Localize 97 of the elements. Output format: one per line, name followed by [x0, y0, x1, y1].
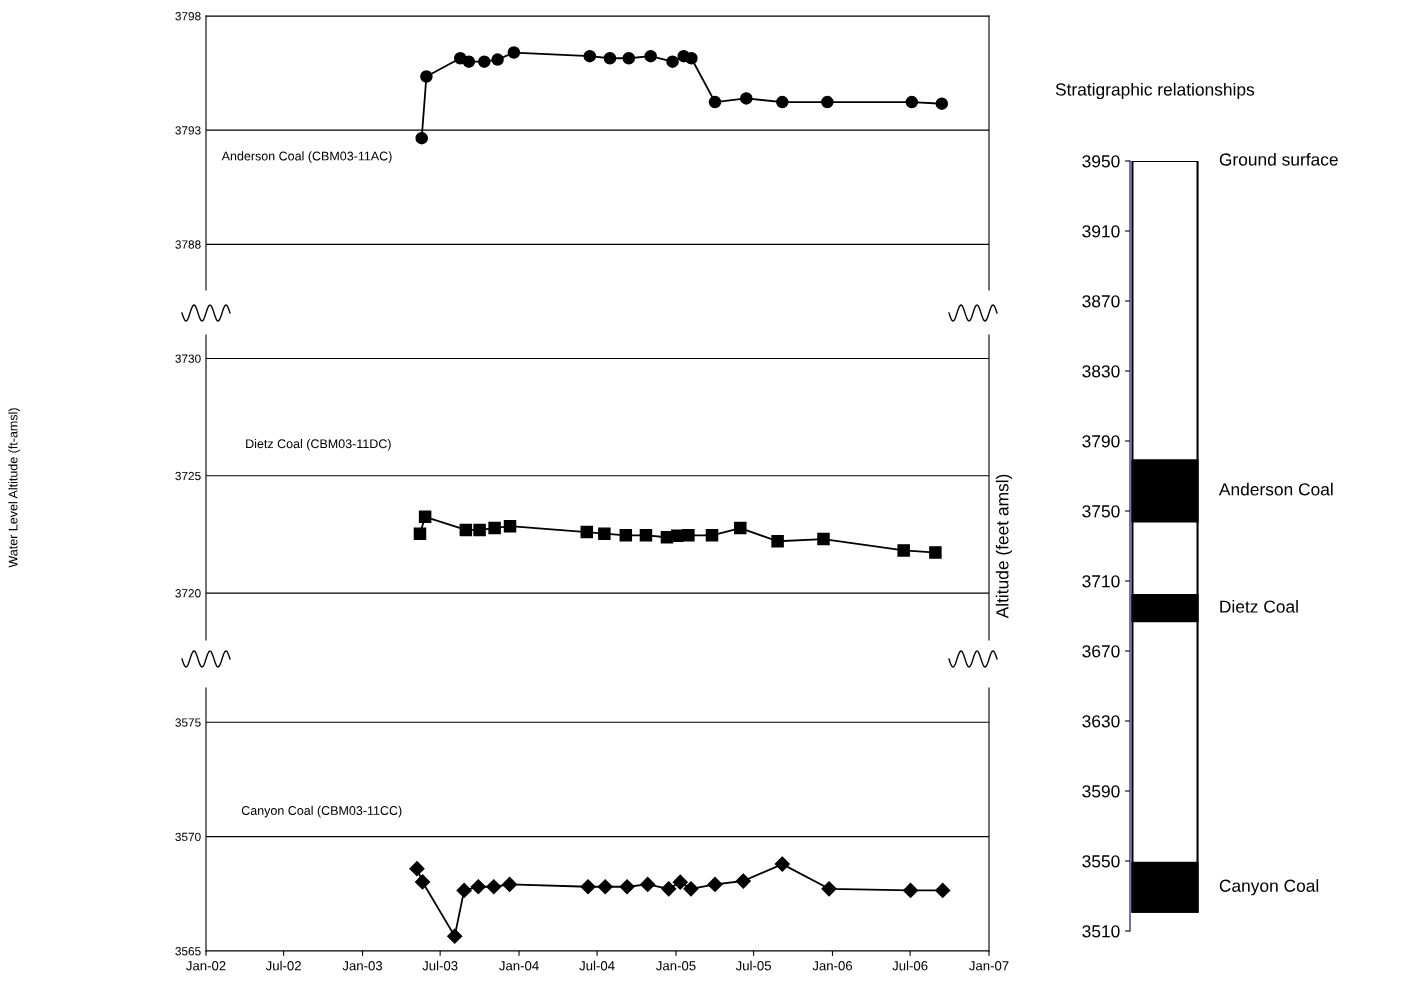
x-tick-label: Jul-04	[579, 960, 615, 971]
x-tick-label: Jul-02	[265, 960, 301, 971]
y-tick-label: 3670	[1082, 645, 1120, 658]
point	[683, 881, 699, 897]
y-tick-label: 3798	[175, 12, 201, 21]
y-tick-label: 3575	[175, 718, 201, 727]
point	[644, 49, 657, 63]
annotation: Canyon Coal (CBM03-11CC)	[241, 805, 402, 818]
point	[597, 879, 613, 895]
point	[491, 53, 504, 66]
y-tick-label: 3720	[175, 589, 201, 598]
point	[734, 521, 747, 535]
point	[705, 529, 719, 542]
y-tick-label: 3570	[175, 832, 201, 842]
point	[672, 874, 688, 890]
point	[470, 879, 486, 895]
point	[488, 521, 501, 535]
point	[821, 881, 837, 897]
y-tick-label: 3788	[175, 240, 201, 249]
point	[740, 92, 753, 105]
point	[929, 546, 942, 559]
y-tick-label: 3790	[1082, 435, 1120, 448]
point	[580, 879, 596, 895]
x-tick-label: Jan-05	[656, 961, 696, 971]
point	[817, 532, 830, 546]
point	[661, 881, 677, 897]
point	[619, 529, 633, 542]
y-tick-label: 3710	[1082, 575, 1120, 588]
point	[478, 55, 491, 68]
annotation: Ground surface	[1219, 152, 1338, 166]
point	[580, 525, 594, 539]
point	[666, 55, 679, 68]
point	[935, 97, 949, 110]
point	[415, 131, 428, 145]
point	[486, 879, 502, 895]
point	[503, 519, 517, 533]
x-tick-label: Jul-03	[422, 960, 458, 971]
point	[447, 928, 463, 944]
point	[459, 523, 473, 537]
y-axis-title: Water Level Altitude (ft-amsl)	[8, 408, 20, 568]
point	[583, 49, 597, 63]
x-tick-label: Jan-07	[969, 961, 1009, 971]
point	[897, 544, 910, 557]
y-tick-label: 3730	[175, 354, 201, 363]
point	[640, 876, 656, 893]
point	[413, 527, 427, 540]
point	[507, 46, 521, 59]
y-tick-label: 3830	[1082, 365, 1120, 378]
point	[603, 51, 617, 65]
point	[707, 876, 723, 893]
y-tick-label: 3725	[175, 471, 201, 481]
point	[776, 95, 789, 109]
y-tick-label: 3590	[1082, 785, 1120, 798]
y-tick-label: 3630	[1082, 715, 1120, 728]
y-tick-label: 3510	[1082, 925, 1120, 938]
point	[935, 882, 951, 898]
point	[771, 534, 784, 548]
y-axis-title: Altitude (feet amsl)	[995, 474, 1012, 619]
y-tick-label: 3950	[1082, 155, 1120, 168]
point	[902, 882, 919, 898]
point	[473, 523, 486, 537]
chart-title: Stratigraphic relationships	[1055, 82, 1255, 100]
annotation: Anderson Coal (CBM03-11AC)	[221, 151, 392, 163]
point	[682, 529, 695, 542]
x-tick-label: Jan-04	[499, 961, 539, 971]
y-tick-label: 3565	[175, 947, 201, 956]
point	[414, 874, 431, 890]
x-tick-label: Jul-05	[735, 960, 771, 971]
point	[774, 856, 790, 872]
point	[420, 70, 433, 83]
annotation: Dietz Coal (CBM03-11DC)	[246, 438, 391, 451]
point	[622, 51, 636, 65]
y-tick-label: 3750	[1082, 505, 1120, 518]
point	[462, 55, 476, 68]
y-tick-label: 3550	[1082, 855, 1120, 868]
series-label: Dietz Coal	[1220, 600, 1298, 613]
point	[735, 873, 751, 889]
series-label: Canyon Coal	[1219, 879, 1319, 896]
point	[821, 95, 834, 109]
x-tick-label: Jan-02	[186, 961, 226, 971]
point	[598, 527, 611, 540]
x-tick-label: Jul-06	[892, 960, 928, 971]
x-tick-label: Jan-06	[812, 961, 853, 971]
point	[708, 95, 722, 109]
x-tick-label: Jan-03	[342, 961, 383, 971]
y-tick-label: 3793	[175, 126, 201, 135]
point	[905, 95, 919, 109]
point	[685, 51, 698, 65]
point	[409, 861, 425, 877]
point	[639, 529, 653, 542]
series-label: Anderson Coal	[1218, 482, 1333, 496]
point	[418, 510, 432, 524]
y-tick-label: 3870	[1082, 295, 1120, 308]
point	[619, 879, 635, 895]
point	[456, 882, 472, 898]
point	[502, 876, 518, 893]
y-tick-label: 3910	[1082, 225, 1120, 238]
